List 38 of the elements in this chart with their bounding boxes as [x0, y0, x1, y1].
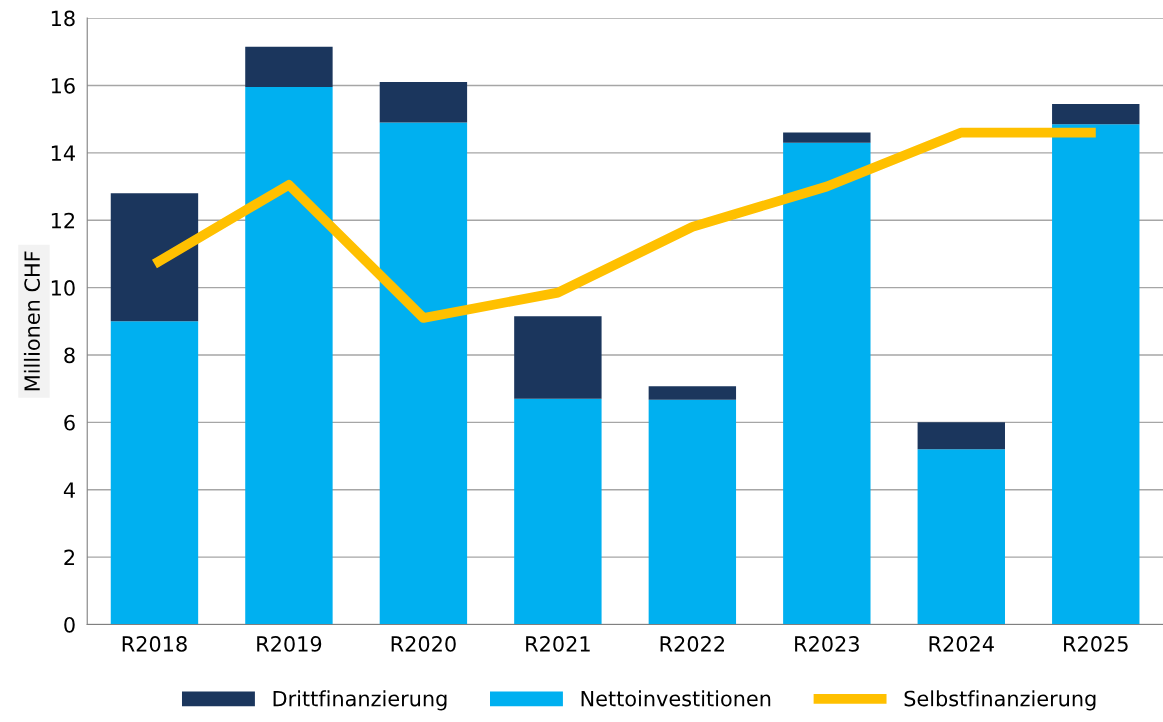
bar [1052, 103, 1140, 125]
bar [245, 87, 333, 625]
bar [783, 142, 871, 625]
bar [245, 46, 333, 88]
x-tick-label: R2021 [526, 636, 590, 652]
y-tick-label: 14 [51, 145, 75, 161]
bar [1052, 124, 1140, 625]
bar [379, 122, 468, 625]
bar [783, 132, 871, 143]
legend-label: Drittfinanzierung [273, 690, 447, 711]
y-tick-label: 6 [64, 414, 75, 431]
bar [514, 398, 602, 625]
bar [648, 386, 737, 400]
y-tick-label: 2 [64, 549, 75, 566]
x-tick-label: R2022 [660, 636, 725, 652]
x-tick-label: R2020 [391, 636, 456, 652]
y-tick-label: 18 [51, 10, 75, 27]
x-tick-label: R2018 [122, 636, 187, 652]
legend-label: Nettoinvestitionen [581, 690, 771, 707]
bar [110, 193, 199, 322]
bar [110, 321, 199, 625]
y-tick-label: 10 [51, 280, 75, 296]
y-tick-label: 12 [51, 212, 75, 229]
x-tick-label: R2024 [929, 636, 994, 652]
legend-label: Selbstfinanzierung [904, 690, 1096, 711]
x-tick-label: R2019 [257, 636, 322, 652]
x-tick-label: R2023 [795, 636, 859, 652]
y-axis-title: Millionen CHF [23, 251, 41, 391]
bar [917, 422, 1005, 450]
y-tick-label: 4 [63, 482, 75, 498]
bar [917, 449, 1005, 625]
y-tick-label: 8 [64, 347, 75, 364]
bar [648, 399, 737, 625]
y-tick-label: 0 [64, 616, 75, 633]
bar [514, 316, 602, 399]
x-tick-label: R2025 [1064, 636, 1128, 652]
y-tick-label: 16 [51, 77, 75, 94]
bar [379, 82, 468, 123]
